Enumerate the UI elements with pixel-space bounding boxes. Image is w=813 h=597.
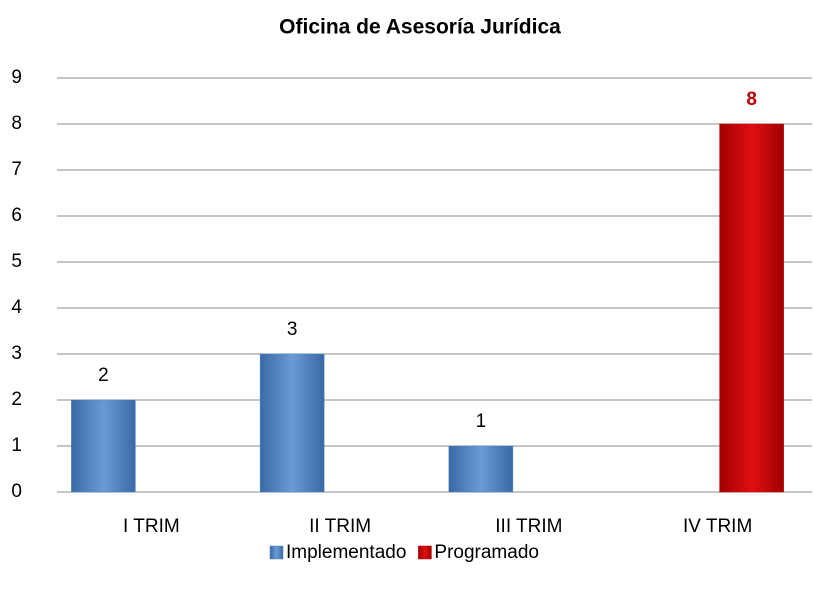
data-label: 1 (476, 411, 487, 432)
y-tick-label: 2 (11, 389, 22, 410)
bar (448, 445, 514, 493)
x-tick-label: III TRIM (495, 516, 562, 537)
y-tick-label: 7 (11, 159, 22, 180)
y-tick-label: 9 (11, 67, 22, 88)
x-tick-label: II TRIM (309, 516, 371, 537)
y-tick-label: 5 (11, 251, 22, 272)
data-label: 3 (287, 319, 298, 340)
bar (259, 353, 325, 493)
y-tick-label: 0 (11, 481, 22, 502)
data-label: 8 (746, 89, 757, 110)
legend-swatch (418, 545, 432, 560)
x-tick-label: I TRIM (123, 516, 180, 537)
y-tick-label: 8 (11, 113, 22, 134)
legend-label: Programado (434, 542, 539, 563)
chart-title: Oficina de Asesoría Jurídica (279, 16, 561, 39)
y-tick-label: 1 (11, 435, 22, 456)
x-tick-label: IV TRIM (683, 516, 752, 537)
bar (719, 123, 784, 493)
legend-label: Implementado (286, 542, 406, 563)
bar (71, 399, 136, 493)
data-label: 2 (98, 365, 109, 386)
y-tick-label: 3 (11, 343, 22, 364)
y-tick-label: 4 (11, 297, 22, 318)
legend-swatch (269, 545, 284, 560)
y-tick-label: 6 (11, 205, 22, 226)
